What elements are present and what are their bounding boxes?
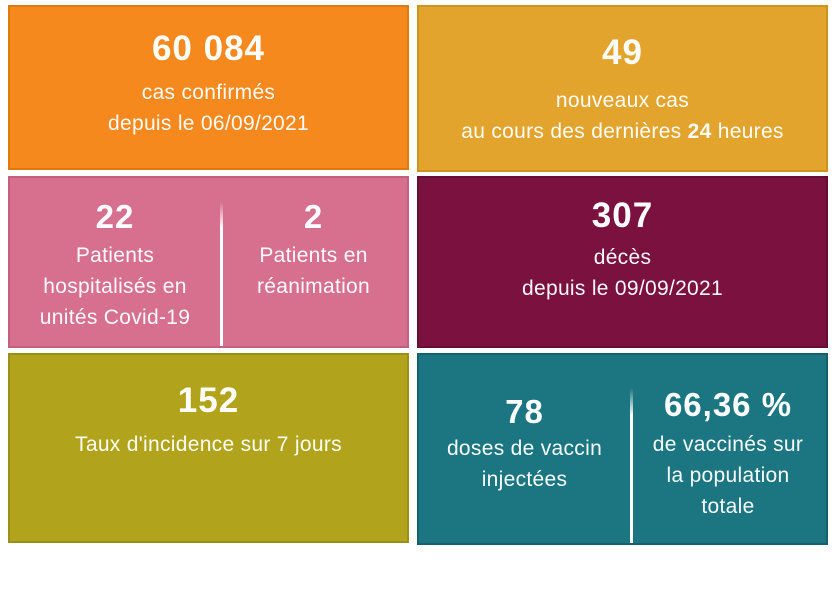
confirmed-cases-since: depuis le 06/09/2021 xyxy=(108,112,309,135)
vaccinated-percentage: 66,36 % xyxy=(663,386,793,423)
icu-label-line1: Patients en xyxy=(259,244,368,267)
deaths-value: 307 xyxy=(591,196,654,235)
deaths-label: décès xyxy=(593,246,652,269)
doses-value: 78 xyxy=(505,393,544,430)
hospital-divider xyxy=(220,202,223,346)
tile-confirmed-cases: 60 084 cas confirmés depuis le 06/09/202… xyxy=(8,5,409,170)
vaccinated-label-line1: de vaccinés sur xyxy=(652,433,804,456)
confirmed-cases-label: cas confirmés xyxy=(141,81,276,104)
doses-label-line2: injectées xyxy=(481,468,568,491)
incidence-label: Taux d'incidence sur 7 jours xyxy=(75,433,342,456)
confirmed-cases-value: 60 084 xyxy=(151,29,266,68)
vaccinated-label-line2: la population xyxy=(666,464,790,487)
hospitalised-value: 22 xyxy=(95,198,135,235)
vaccinated-label-line3: totale xyxy=(701,495,755,518)
new-cases-period: au cours des dernières 24 heures xyxy=(419,116,826,147)
icu-label-line2: réanimation xyxy=(256,275,371,298)
icu-section: 2 Patients en réanimation xyxy=(220,178,407,346)
new-cases-period-prefix: au cours des dernières xyxy=(461,120,688,143)
vaccine-divider xyxy=(630,388,633,543)
tile-new-cases: 49 nouveaux cas au cours des dernières 2… xyxy=(417,5,828,172)
hospitalised-section: 22 Patients hospitalisés en unités Covid… xyxy=(10,178,220,346)
incidence-value: 152 xyxy=(177,381,240,420)
new-cases-period-suffix: heures xyxy=(711,120,784,143)
deaths-since: depuis le 09/09/2021 xyxy=(522,277,723,300)
vaccinated-section: 66,36 % de vaccinés sur la population to… xyxy=(630,355,826,543)
tile-deaths: 307 décès depuis le 09/09/2021 xyxy=(417,176,828,348)
new-cases-label: nouveaux cas xyxy=(555,89,690,112)
icu-value: 2 xyxy=(303,198,324,235)
hospitalised-label-line2: hospitalisés en xyxy=(43,275,187,298)
new-cases-period-hours: 24 xyxy=(687,120,712,143)
hospitalised-label-line1: Patients xyxy=(75,244,155,267)
tile-vaccination: 78 doses de vaccin injectées 66,36 % de … xyxy=(417,353,828,545)
tile-hospitalisations: 22 Patients hospitalisés en unités Covid… xyxy=(8,176,409,348)
hospitalised-label-line3: unités Covid-19 xyxy=(39,306,191,329)
tile-incidence-rate: 152 Taux d'incidence sur 7 jours xyxy=(8,353,409,543)
new-cases-value: 49 xyxy=(602,33,643,72)
doses-section: 78 doses de vaccin injectées xyxy=(419,355,630,543)
doses-label-line1: doses de vaccin xyxy=(446,437,603,460)
